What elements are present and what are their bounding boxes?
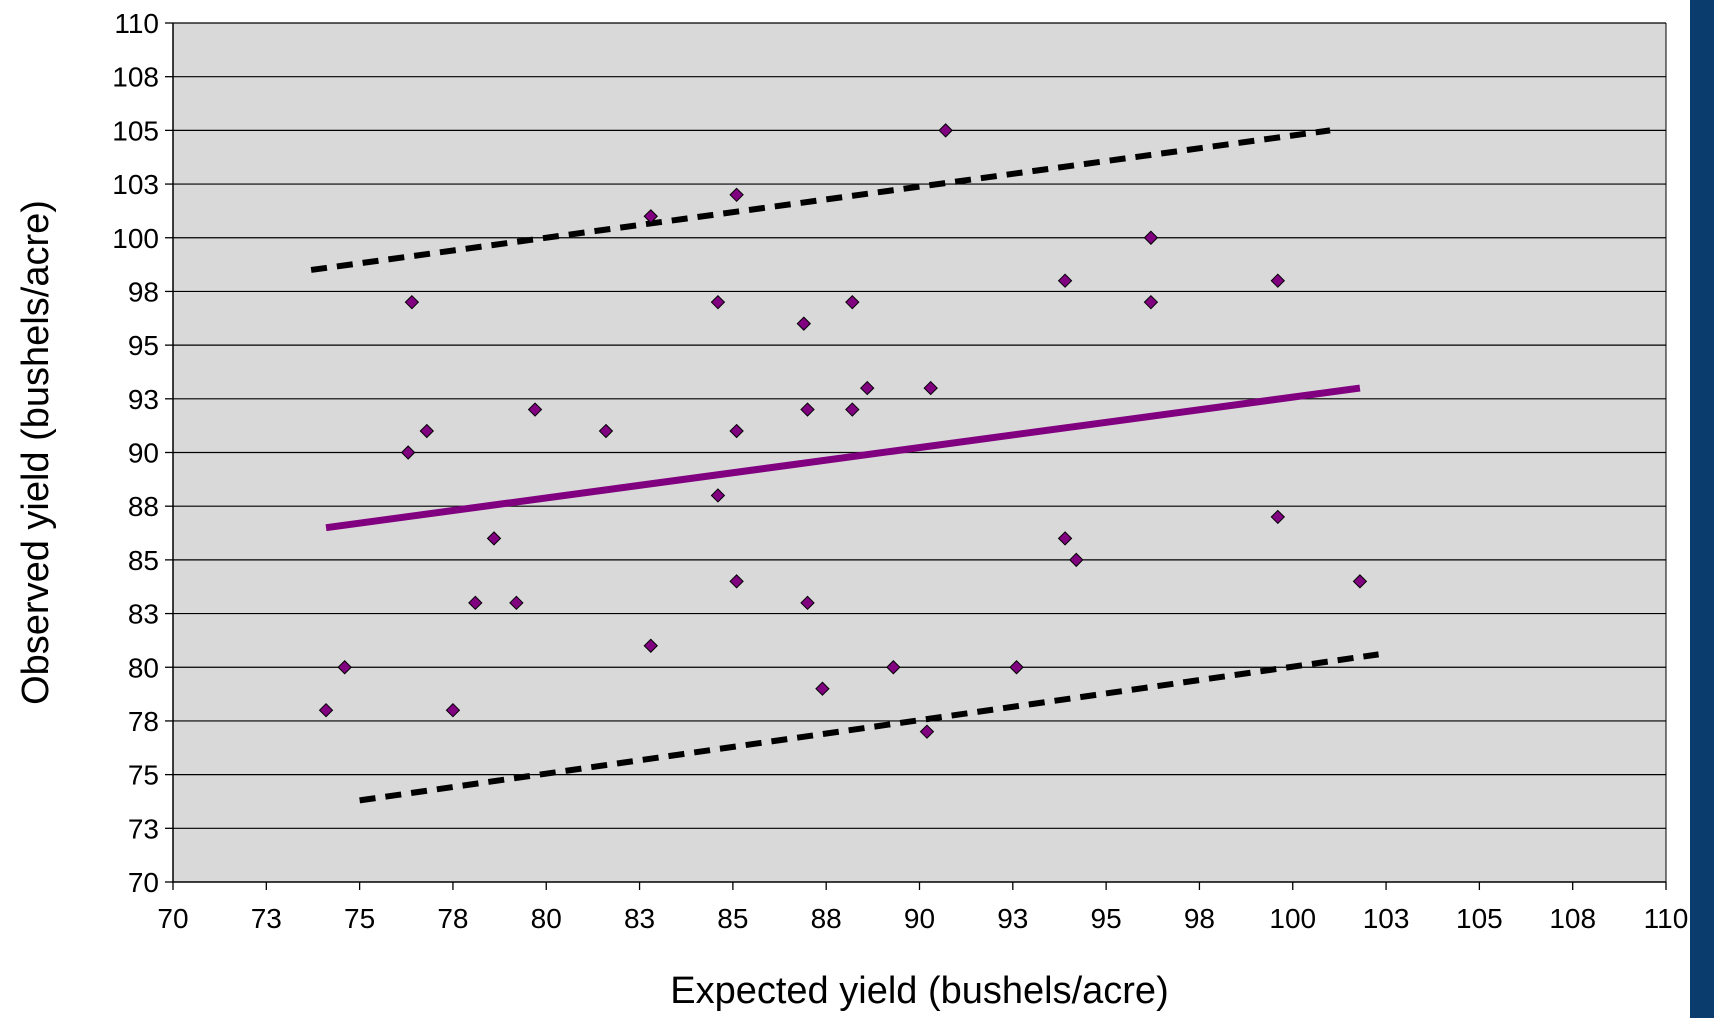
- x-tick-label: 90: [904, 903, 935, 934]
- data-point: [509, 595, 524, 611]
- y-tick-label: 83: [128, 599, 159, 630]
- data-point: [598, 423, 614, 439]
- x-tick-label: 105: [1456, 903, 1503, 934]
- x-tick-label: 75: [344, 903, 375, 934]
- data-point: [400, 445, 416, 460]
- x-tick-label: 80: [531, 903, 562, 934]
- y-tick-label: 105: [112, 115, 159, 146]
- y-tick-label: 90: [128, 438, 159, 469]
- data-point: [729, 423, 744, 439]
- y-tick-label: 110: [114, 8, 159, 39]
- y-tick-label: 78: [128, 706, 159, 737]
- right-edge-bar: [1690, 0, 1714, 1018]
- data-point: [643, 209, 658, 224]
- y-axis-ticks: 70 73 75 78 80 83 85 88 90 93 95 98 100 103 105 108 110: [112, 8, 173, 898]
- lower-band-line: [359, 651, 1380, 804]
- y-tick-label: 93: [128, 384, 159, 415]
- data-point: [337, 660, 352, 675]
- x-tick-label: 108: [1549, 903, 1596, 934]
- y-tick-label: 73: [128, 813, 159, 844]
- data-point: [886, 660, 901, 675]
- trend-lines: [310, 127, 1380, 804]
- x-tick-label: 100: [1269, 903, 1316, 934]
- data-point: [800, 402, 815, 417]
- x-tick-label: 70: [157, 903, 188, 934]
- data-point: [815, 681, 830, 696]
- data-point: [923, 380, 938, 396]
- data-point: [1057, 531, 1073, 546]
- data-point: [445, 702, 461, 718]
- y-tick-label: 75: [128, 760, 159, 791]
- data-point: [643, 638, 658, 653]
- data-point: [1143, 294, 1159, 310]
- y-tick-label: 88: [128, 491, 159, 522]
- gridlines: [173, 22, 1666, 829]
- data-point: [796, 316, 811, 331]
- data-point: [1009, 660, 1024, 675]
- data-point: [800, 595, 815, 611]
- upper-band-line: [310, 127, 1331, 273]
- x-tick-label: 88: [811, 903, 842, 934]
- x-tick-label: 98: [1184, 903, 1215, 934]
- y-tick-label: 100: [112, 223, 159, 254]
- x-axis-ticks: 70 73 75 78 80 83 85 88 90 93 95 98 100 103 105 108 110: [157, 882, 1688, 934]
- data-point: [845, 402, 860, 417]
- x-tick-label: 73: [251, 903, 282, 934]
- y-tick-label: 85: [128, 545, 159, 576]
- data-point: [919, 724, 935, 739]
- data-point: [486, 531, 502, 546]
- x-tick-label: 85: [717, 903, 748, 934]
- data-point: [1270, 509, 1286, 525]
- y-axis-title: Observed yield (bushels/acre): [15, 200, 57, 705]
- data-point: [710, 488, 726, 503]
- data-point: [845, 294, 860, 310]
- data-point: [527, 402, 543, 417]
- y-tick-label: 103: [112, 169, 159, 200]
- x-tick-label: 103: [1363, 903, 1410, 934]
- y-tick-label: 108: [112, 62, 159, 93]
- fit-line: [325, 384, 1361, 532]
- y-tick-label: 70: [128, 867, 159, 898]
- data-point: [1270, 273, 1286, 288]
- data-point: [710, 294, 726, 310]
- data-point: [404, 294, 420, 310]
- data-point: [729, 574, 744, 589]
- data-point: [419, 423, 435, 439]
- data-points: [318, 123, 1368, 739]
- data-point: [318, 702, 334, 718]
- data-point: [1057, 273, 1073, 288]
- x-tick-label: 95: [1091, 903, 1122, 934]
- data-point: [1069, 552, 1084, 568]
- x-tick-label: 83: [624, 903, 655, 934]
- y-tick-label: 95: [128, 330, 159, 361]
- data-point: [1352, 574, 1368, 589]
- data-point: [468, 595, 483, 611]
- data-point: [860, 380, 875, 396]
- data-point: [729, 187, 744, 203]
- data-point: [938, 123, 953, 138]
- x-axis-title: Expected yield (bushels/acre): [670, 970, 1168, 1012]
- x-tick-label: 110: [1644, 903, 1689, 934]
- data-point: [1143, 230, 1159, 245]
- y-tick-label: 98: [128, 276, 159, 307]
- y-tick-label: 80: [128, 652, 159, 683]
- x-tick-label: 93: [997, 903, 1028, 934]
- x-tick-label: 78: [437, 903, 468, 934]
